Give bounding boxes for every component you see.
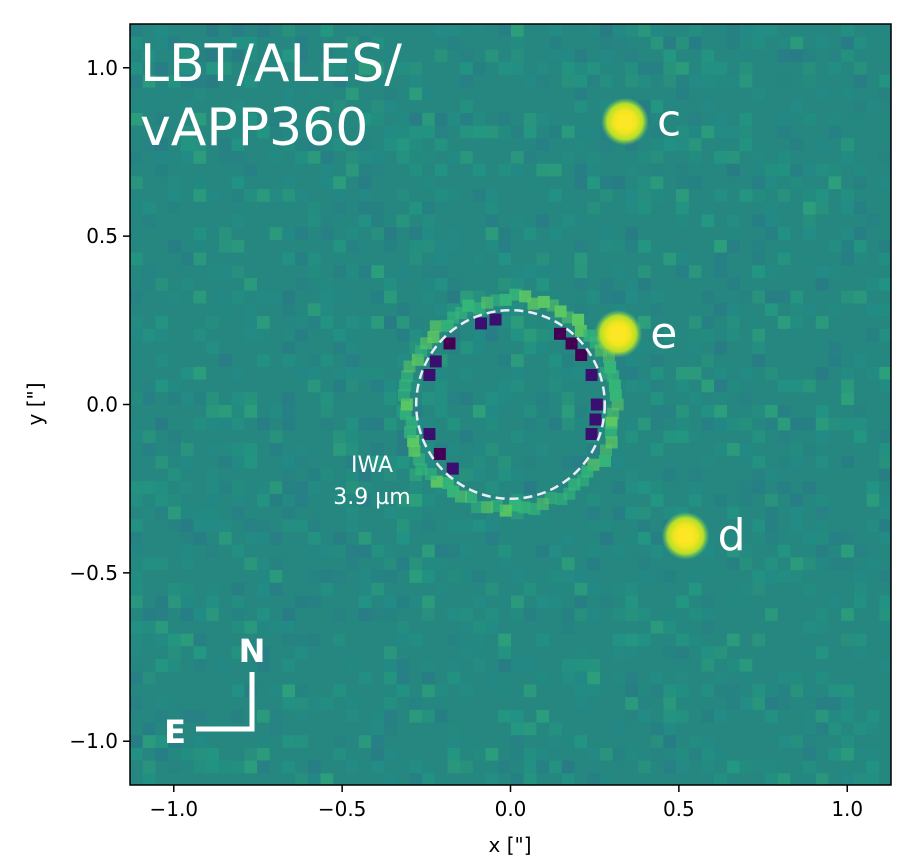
image-noise (130, 24, 891, 785)
planet-d (661, 511, 710, 560)
iwa-label-line-1: IWA (351, 453, 393, 478)
speckle-ring (397, 288, 624, 517)
planet-label-e: e (650, 308, 677, 359)
image-panel (130, 24, 891, 785)
x-tick-label: 0.5 (663, 797, 695, 821)
planet-label-d: d (718, 510, 746, 561)
planet-labels: c e d (650, 96, 745, 561)
y-tick-label: 0.0 (86, 393, 118, 417)
compass-east-label: E (164, 713, 186, 751)
y-tick-label: −1.0 (69, 729, 118, 753)
iwa-label-line-2: 3.9 µm (333, 485, 410, 510)
y-axis: 1.0 0.5 0.0 −0.5 −1.0 (69, 56, 130, 753)
planet-label-c: c (657, 96, 681, 147)
x-tick-label: 1.0 (831, 797, 863, 821)
planet-sources (594, 97, 710, 560)
x-axis: −1.0 −0.5 0.0 0.5 1.0 (149, 785, 863, 821)
planet-e (594, 309, 643, 358)
iwa-dashed-circle (414, 308, 607, 501)
x-tick-label: −0.5 (318, 797, 367, 821)
compass: N E (164, 632, 265, 751)
x-axis-label: x ["] (489, 833, 532, 857)
compass-arrows (196, 672, 255, 732)
x-tick-label: −1.0 (149, 797, 198, 821)
y-tick-label: −0.5 (69, 561, 118, 585)
x-tick-label: 0.0 (495, 797, 527, 821)
image-background (130, 24, 891, 785)
y-axis-label: y ["] (23, 383, 47, 426)
planet-c (600, 97, 649, 146)
title-line-2: vAPP360 (140, 98, 368, 158)
title-line-1: LBT/ALES/ (140, 34, 402, 94)
y-tick-label: 1.0 (86, 56, 118, 80)
y-tick-label: 0.5 (86, 224, 118, 248)
coronagraph-region (423, 313, 603, 475)
compass-north-label: N (239, 632, 266, 670)
